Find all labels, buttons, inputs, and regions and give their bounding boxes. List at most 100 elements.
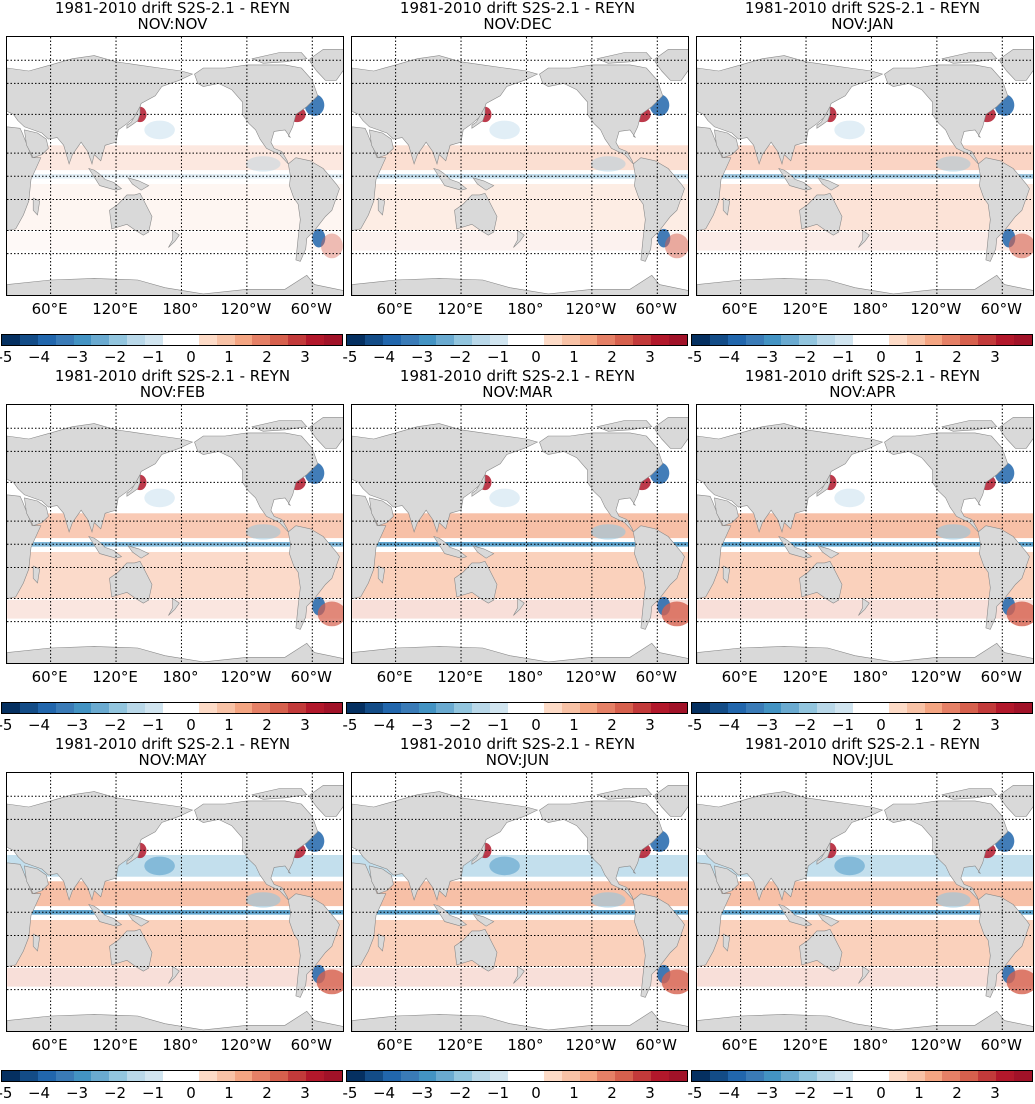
- drift-band-south: [697, 920, 1033, 967]
- newguinea-land: [472, 545, 495, 559]
- coldspot-north-pacific: [489, 120, 520, 140]
- lon-tick-label: 180°: [852, 300, 889, 318]
- japan-land: [126, 474, 141, 497]
- colorbar-swatch: [234, 1071, 253, 1081]
- colorbar-tick-label: 2: [952, 716, 962, 734]
- colorbar-tick-label: −4: [717, 1084, 741, 1102]
- lon-tick-label: 120°E: [92, 1036, 138, 1054]
- colorbar-swatch: [870, 703, 889, 713]
- colorbar-swatch: [382, 335, 401, 345]
- antarctica-land: [697, 642, 1033, 663]
- lon-tick-label: 60°E: [721, 668, 758, 686]
- colorbar-swatch: [633, 703, 652, 713]
- japan-land: [126, 842, 141, 865]
- lon-tick-label: 120°W: [220, 1036, 272, 1054]
- colorbar-tick-label: −1: [141, 348, 165, 366]
- colorbar-swatch: [996, 335, 1015, 345]
- panel-subtitle: NOV:JAN: [831, 15, 894, 33]
- lon-tick-label: 60°W: [290, 300, 332, 318]
- colorbar-swatch: [145, 1071, 164, 1081]
- hotspot-south-atlantic: [1008, 233, 1033, 259]
- greenland-land: [309, 417, 343, 449]
- colorbar-tick-label: −4: [372, 716, 396, 734]
- colorbar-swatch: [55, 703, 74, 713]
- colorbar-swatch: [835, 335, 854, 345]
- arabia-land: [24, 497, 49, 527]
- colorbar-tick-label: 2: [262, 1084, 272, 1102]
- drift-band-south: [352, 184, 688, 231]
- map-plot: [6, 36, 344, 296]
- panel-title: 1981-2010 drift S2S-2.1 - REYN: [54, 367, 291, 385]
- colorbar-tick-label: -5: [0, 716, 13, 734]
- colorbar-swatch: [418, 1071, 437, 1081]
- drift-band-south: [697, 184, 1033, 231]
- greenland-land: [309, 49, 343, 81]
- lon-tick-label: 60°W: [635, 668, 677, 686]
- colorbar-swatch: [996, 703, 1015, 713]
- colorbar-swatch: [347, 1071, 365, 1081]
- indonesia-land: [433, 167, 468, 191]
- colorbar-swatch: [490, 703, 509, 713]
- eurasia-land: [7, 55, 194, 165]
- coldspot-east-pacific: [590, 156, 626, 172]
- drift-band-tropical-north: [7, 881, 343, 907]
- colorbar-swatch: [799, 335, 818, 345]
- colorbar-swatch: [288, 1071, 307, 1081]
- colorbar-swatch: [817, 703, 836, 713]
- panel-nov-jun: 1981-2010 drift S2S-2.1 - REYN NOV:JUN 60°…: [343, 736, 690, 1104]
- colorbar: [346, 702, 688, 714]
- colorbar-swatch: [615, 335, 634, 345]
- colorbar-swatch: [216, 1071, 235, 1081]
- hotspot-south-atlantic: [661, 601, 688, 627]
- colorbar-swatch: [252, 1071, 271, 1081]
- antarctica-land: [352, 274, 688, 295]
- colorbar: [346, 334, 688, 346]
- colorbar-swatch: [198, 335, 217, 345]
- colorbar-swatch: [978, 703, 997, 713]
- indonesia-land: [88, 535, 123, 559]
- arabia-land: [369, 129, 394, 159]
- antarctica-land: [697, 1010, 1033, 1031]
- colorbar-tick-label: 1: [224, 1084, 234, 1102]
- map-plot: [696, 772, 1034, 1032]
- eurasia-land: [697, 423, 884, 533]
- colorbar-swatch: [669, 1071, 687, 1081]
- colorbar-swatch: [91, 703, 110, 713]
- australia-land: [454, 192, 498, 236]
- colorbar-tick-label: −2: [103, 1084, 127, 1102]
- coldspot-north-pacific: [489, 488, 520, 508]
- colorbar-swatch: [906, 335, 925, 345]
- colorbar-swatch: [561, 335, 580, 345]
- colorbar-tick-label: -5: [687, 1084, 703, 1102]
- drift-band-tropical-north: [352, 145, 688, 171]
- colorbar-tick-label: −4: [372, 1084, 396, 1102]
- colorbar-swatch: [382, 1071, 401, 1081]
- colorbar-swatch: [37, 703, 56, 713]
- colorbar-swatch: [198, 703, 217, 713]
- colorbar-tick-label: −3: [410, 348, 434, 366]
- colorbar-swatch: [745, 1071, 764, 1081]
- colorbar-tick-label: −2: [448, 1084, 472, 1102]
- colorbar-swatch: [835, 1071, 854, 1081]
- colorbar-swatch: [615, 1071, 634, 1081]
- colorbar-swatch: [669, 335, 687, 345]
- colorbar-swatch: [19, 703, 38, 713]
- colorbar-tick-label: −1: [831, 348, 855, 366]
- colorbar-swatch: [454, 703, 473, 713]
- arabia-land: [714, 865, 739, 895]
- colorbar-tick-label: -5: [342, 716, 358, 734]
- map-plot: [351, 36, 689, 296]
- colorbar-swatch: [543, 1071, 562, 1081]
- colorbar-tick-label: 3: [300, 1084, 310, 1102]
- colorbar-tick-label: 2: [952, 1084, 962, 1102]
- madagascar-land: [722, 933, 731, 952]
- colorbar-swatch: [1014, 1071, 1032, 1081]
- australia-land: [454, 560, 498, 604]
- colorbar-swatch: [234, 335, 253, 345]
- map-plot: [351, 772, 689, 1032]
- colorbar-swatch: [252, 335, 271, 345]
- lon-tick-label: 60°W: [635, 1036, 677, 1054]
- panel-subtitle: NOV:JUN: [485, 751, 550, 769]
- colorbar-swatch: [924, 1071, 943, 1081]
- antarctica-land: [352, 1010, 688, 1031]
